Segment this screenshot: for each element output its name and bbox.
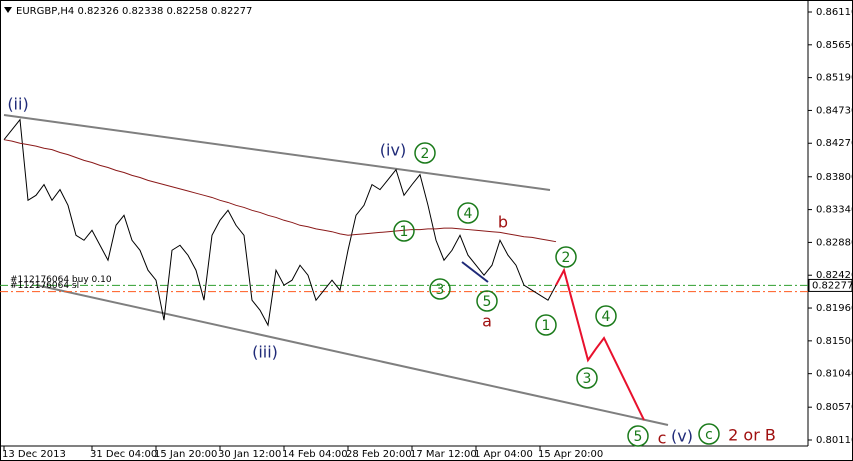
- wave-label: 3: [436, 282, 445, 298]
- wave-label: 5: [483, 294, 492, 310]
- wave-label: c: [705, 427, 713, 443]
- wave-label: c: [658, 429, 667, 448]
- wave-circle: [576, 367, 598, 389]
- wave-label: a: [482, 312, 492, 331]
- wave-circle: [627, 425, 649, 447]
- channel-upper: [3, 114, 551, 191]
- x-tick-label: 13 Dec 2013: [2, 449, 66, 460]
- wave-circle: [555, 246, 577, 268]
- wave-circle: [535, 314, 557, 336]
- wave-circle: [414, 142, 436, 164]
- order-label: #112176064 sl: [10, 281, 79, 291]
- wave-label: (v): [671, 427, 693, 446]
- wave-label: 3: [583, 371, 592, 387]
- wave-label: 2: [421, 146, 430, 162]
- wave-label: 2 or B: [728, 426, 776, 445]
- price-tag: [808, 278, 853, 292]
- wave-label: (ii): [7, 95, 28, 114]
- series-line: [3, 118, 557, 327]
- x-tick-label: 15 Jan 20:00: [154, 449, 217, 460]
- wave-label: 4: [602, 309, 611, 325]
- wave-label: 5: [634, 429, 643, 445]
- x-tick-label: 28 Feb 20:00: [346, 449, 412, 460]
- price-tag-label: 0.82277: [812, 280, 853, 291]
- x-tick-label: 30 Jan 12:00: [218, 449, 281, 460]
- wave-label: 1: [400, 224, 409, 240]
- wave-circle: [595, 305, 617, 327]
- x-tick-label: 15 Apr 20:00: [538, 449, 603, 460]
- wave-label: (iv): [380, 141, 406, 160]
- wave-label: b: [498, 213, 508, 232]
- channel-lower: [35, 284, 669, 426]
- chart-title: EURGBP,H4 0.82326 0.82338 0.82258 0.8227…: [16, 6, 252, 17]
- order-label: #112176064 buy 0.10: [10, 275, 112, 285]
- wave-circle: [457, 202, 479, 224]
- wave-label: (iii): [252, 343, 278, 362]
- wave-circle: [393, 220, 415, 242]
- x-tick-label: 14 Feb 04:00: [282, 449, 348, 460]
- symbol-icon: [4, 7, 12, 13]
- wave-circle: [429, 278, 451, 300]
- wave-circle: [698, 423, 720, 445]
- x-tick-label: 31 Dec 04:00: [90, 449, 157, 460]
- x-tick-label: 1 Apr 04:00: [474, 449, 533, 460]
- wave-label: 2: [562, 250, 571, 266]
- series-line: [555, 267, 645, 421]
- series-line: [3, 139, 557, 243]
- x-tick-label: 17 Mar 12:00: [410, 449, 477, 460]
- y-tick-label: 0.80110: [816, 435, 853, 446]
- wave-label: 1: [542, 318, 551, 334]
- wave-label: 4: [464, 206, 473, 222]
- wave-connector: [461, 261, 489, 283]
- wave-circle: [476, 290, 498, 312]
